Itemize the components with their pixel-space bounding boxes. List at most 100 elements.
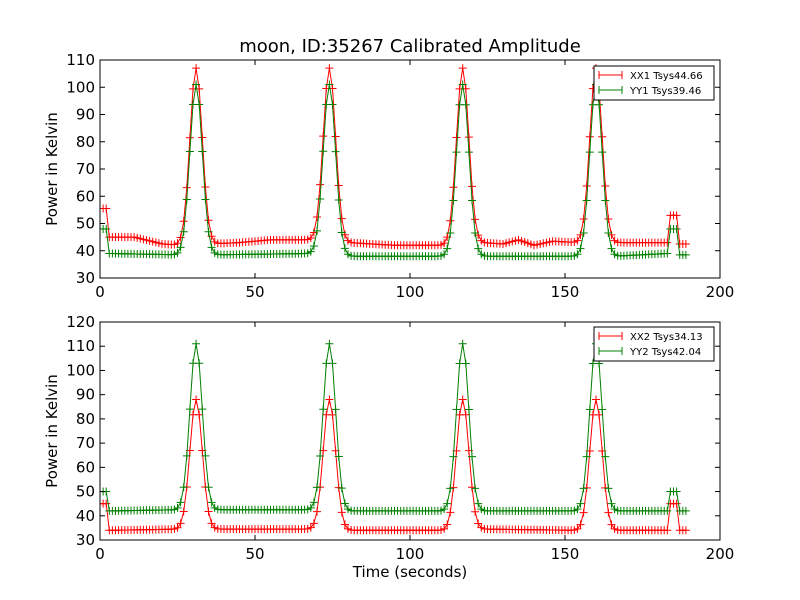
data-point-marker [604, 484, 613, 493]
data-point-marker [452, 133, 461, 142]
data-point-marker [337, 228, 346, 237]
data-point-marker [204, 507, 213, 516]
data-point-marker [449, 452, 458, 461]
data-point-marker [325, 395, 334, 404]
data-point-marker [306, 247, 315, 256]
data-point-marker [579, 214, 588, 223]
chart-title: moon, ID:35267 Calibrated Amplitude [239, 36, 581, 57]
y-tick-label: 100 [66, 78, 95, 96]
data-point-marker [595, 410, 604, 419]
data-point-marker [663, 249, 672, 258]
y-tick-label: 110 [66, 337, 95, 355]
data-point-marker [598, 405, 607, 414]
legend: XX1 Tsys44.66 YY1 Tsys39.46 [593, 65, 715, 101]
data-point-marker [607, 499, 616, 508]
data-point-marker [185, 133, 194, 142]
data-point-marker [334, 452, 343, 461]
y-tick-label: 40 [76, 507, 95, 525]
data-point-marker [313, 507, 321, 516]
data-point-marker [309, 242, 318, 251]
legend-marker [598, 332, 623, 340]
data-point-marker [173, 503, 182, 512]
data-point-marker [182, 195, 191, 204]
data-point-marker [573, 236, 582, 245]
y-tick-label: 50 [76, 483, 95, 501]
y-axis-label: Power in Kelvin [43, 112, 61, 226]
legend-label: XX1 Tsys44.66 [630, 71, 703, 82]
data-point-marker [576, 520, 585, 529]
data-point-marker [576, 244, 585, 253]
series-2 [100, 339, 690, 515]
data-point-marker [319, 405, 328, 414]
data-point-marker [328, 410, 337, 419]
data-point-marker [313, 483, 321, 492]
y-tick-label: 80 [76, 410, 95, 428]
data-point-marker [176, 519, 185, 528]
data-point-marker [313, 213, 321, 222]
data-point-marker [443, 244, 452, 253]
data-point-marker [331, 405, 340, 414]
data-point-marker [474, 244, 483, 253]
data-point-marker [458, 64, 467, 73]
data-point-marker [440, 524, 449, 533]
data-point-marker [195, 100, 204, 109]
data-point-marker [182, 183, 191, 192]
data-point-marker [179, 483, 188, 492]
legend: XX2 Tsys34.13 YY2 Tsys42.04 [593, 326, 715, 362]
data-point-marker [201, 183, 210, 192]
data-point-marker [319, 147, 328, 156]
y-tick-label: 120 [66, 313, 95, 331]
data-point-marker [604, 228, 613, 237]
data-point-marker [102, 499, 111, 508]
data-point-marker [198, 133, 207, 142]
x-tick-label: 50 [245, 545, 264, 563]
series-1 [100, 64, 690, 250]
data-point-marker [102, 224, 111, 233]
data-point-marker [195, 359, 204, 368]
data-point-marker [585, 148, 594, 157]
data-point-marker [179, 217, 188, 226]
x-tick-label: 0 [95, 283, 105, 301]
data-point-marker [663, 526, 672, 535]
data-point-marker [607, 520, 616, 529]
x-tick-label: 200 [706, 545, 735, 563]
data-point-marker [579, 508, 588, 517]
x-tick-label: 200 [706, 283, 735, 301]
data-point-marker [309, 498, 318, 507]
data-point-marker [328, 359, 337, 368]
data-point-marker [201, 195, 210, 204]
data-point-marker [179, 227, 188, 236]
y-tick-label: 70 [76, 434, 95, 452]
x-tick-label: 0 [95, 545, 105, 563]
y-axis-label: Power in Kelvin [43, 374, 61, 488]
data-point-marker [331, 147, 340, 156]
data-point-marker [195, 410, 204, 419]
data-point-marker [316, 194, 325, 203]
data-point-marker [582, 196, 591, 205]
data-point-marker [306, 233, 315, 242]
y-tick-label: 40 [76, 242, 95, 260]
data-point-marker [592, 395, 600, 404]
data-point-marker [325, 80, 334, 89]
data-point-marker [474, 499, 483, 508]
legend-box [593, 65, 715, 101]
data-point-marker [179, 507, 188, 516]
data-point-marker [452, 405, 461, 414]
data-point-marker [461, 410, 470, 419]
data-point-marker [306, 523, 315, 532]
data-point-marker [672, 487, 681, 496]
data-point-marker [672, 224, 681, 233]
data-point-marker [585, 132, 594, 141]
legend-label: XX2 Tsys34.13 [630, 332, 703, 343]
data-point-marker [461, 100, 470, 109]
data-point-marker [192, 64, 201, 73]
data-point-marker [340, 520, 349, 529]
data-point-marker [334, 181, 343, 190]
data-point-marker [672, 499, 681, 508]
data-point-marker [325, 64, 334, 73]
data-point-marker [464, 133, 473, 142]
data-point-marker [334, 195, 343, 204]
data-point-marker [573, 250, 582, 259]
data-point-marker [340, 499, 349, 508]
data-point-marker [173, 523, 182, 532]
